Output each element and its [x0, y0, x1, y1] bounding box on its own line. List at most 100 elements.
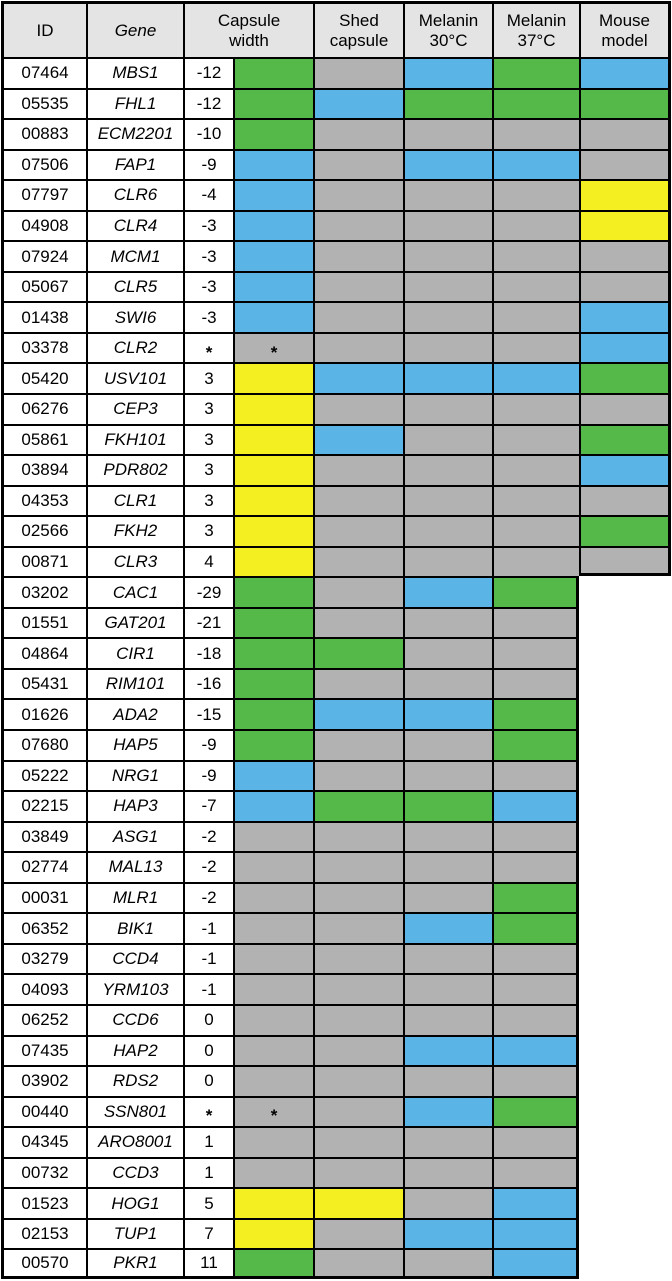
cell-melanin-37: [492, 1126, 579, 1157]
cell-capsule-width-color: *: [233, 1095, 313, 1127]
cell-capsule-width-color: [233, 790, 313, 821]
table-row: 07924 MCM1 -3: [1, 240, 671, 271]
table-row: 00732 CCD3 1: [1, 1156, 671, 1188]
cell-melanin-30: [403, 759, 492, 791]
cell-capsule-width-value: -16: [183, 667, 233, 699]
cell-capsule-width-color: [233, 820, 313, 852]
cell-capsule-width-color: [233, 729, 313, 760]
cell-gene: CLR5: [86, 270, 183, 302]
cell-id: 05067: [1, 270, 86, 302]
cell-melanin-30: [403, 515, 492, 546]
cell-capsule-width-value: 3: [183, 515, 233, 546]
cell-gene: HOG1: [86, 1187, 183, 1218]
cell-gene: MAL13: [86, 851, 183, 882]
cell-capsule-width-value: 0: [183, 1003, 233, 1035]
cell-gene: TUP1: [86, 1217, 183, 1249]
cell-melanin-37: [492, 118, 579, 149]
cell-mouse-model: [579, 331, 671, 363]
cell-capsule-width-color: [233, 1187, 313, 1218]
cell-melanin-37: [492, 637, 579, 668]
cell-id: 05222: [1, 759, 86, 791]
cell-id: 07506: [1, 148, 86, 180]
col-header-gene: Gene: [86, 1, 183, 57]
cell-melanin-30: [403, 942, 492, 974]
cell-id: 00440: [1, 1095, 86, 1127]
cell-melanin-30: [403, 1217, 492, 1249]
cell-capsule-width-value: 7: [183, 1217, 233, 1249]
cell-melanin-30: [403, 1248, 492, 1279]
table-row: 05420 USV101 3: [1, 362, 671, 394]
cell-capsule-width-value: -1: [183, 973, 233, 1004]
cell-shed-capsule: [313, 851, 403, 882]
cell-capsule-width-value: 3: [183, 362, 233, 394]
cell-shed-capsule: [313, 698, 403, 730]
cell-id: 05535: [1, 87, 86, 119]
cell-capsule-width-value: *: [183, 331, 233, 363]
cell-id: 04345: [1, 1126, 86, 1157]
cell-melanin-30: [403, 1095, 492, 1127]
cell-shed-capsule: [313, 545, 403, 577]
cell-melanin-30: [403, 912, 492, 943]
cell-mouse-model: [579, 545, 671, 577]
cell-melanin-37: [492, 942, 579, 974]
cell-gene: ARO8001: [86, 1126, 183, 1157]
cell-melanin-37: [492, 1034, 579, 1066]
cell-id: 04353: [1, 484, 86, 516]
table-row: 04864 CIR1 -18: [1, 637, 671, 668]
table-row: 01626 ADA2 -15: [1, 698, 671, 730]
cell-capsule-width-color: [233, 454, 313, 485]
cell-gene: MBS1: [86, 57, 183, 88]
cell-id: 01523: [1, 1187, 86, 1218]
cell-id: 04908: [1, 209, 86, 241]
table-row: 05535 FHL1 -12: [1, 87, 671, 119]
cell-gene: USV101: [86, 362, 183, 394]
table-row: 07435 HAP2 0: [1, 1034, 671, 1066]
cell-shed-capsule: [313, 759, 403, 791]
cell-melanin-30: [403, 179, 492, 210]
cell-melanin-30: [403, 57, 492, 88]
cell-capsule-width-value: -4: [183, 179, 233, 210]
cell-melanin-37: [492, 820, 579, 852]
cell-id: 01438: [1, 301, 86, 332]
cell-melanin-37: [492, 301, 579, 332]
table-row: 04908 CLR4 -3: [1, 209, 671, 241]
cell-melanin-30: [403, 1156, 492, 1188]
cell-capsule-width-value: -12: [183, 57, 233, 88]
table-row: 02215 HAP3 -7: [1, 790, 671, 821]
cell-capsule-width-color: [233, 973, 313, 1004]
cell-id: 00883: [1, 118, 86, 149]
cell-melanin-30: [403, 545, 492, 577]
col-header-capsule-width: Capsule width: [183, 1, 313, 57]
table-row: 05431 RIM101 -16: [1, 667, 671, 699]
cell-capsule-width-value: -2: [183, 820, 233, 852]
cell-id: 04093: [1, 973, 86, 1004]
cell-gene: FKH101: [86, 423, 183, 455]
table-row: 03894 PDR802 3: [1, 454, 671, 485]
table-row: 01523 HOG1 5: [1, 1187, 671, 1218]
cell-melanin-30: [403, 698, 492, 730]
cell-capsule-width-color: [233, 87, 313, 119]
cell-shed-capsule: [313, 729, 403, 760]
cell-id: 04864: [1, 637, 86, 668]
table-row: 03202 CAC1 -29: [1, 576, 671, 607]
cell-gene: SWI6: [86, 301, 183, 332]
cell-id: 05420: [1, 362, 86, 394]
cell-mouse-model: [579, 57, 671, 88]
col-header-melanin-30: Melanin 30°C: [403, 1, 492, 57]
cell-melanin-30: [403, 790, 492, 821]
cell-capsule-width-color: [233, 209, 313, 241]
cell-shed-capsule: [313, 484, 403, 516]
cell-capsule-width-value: -3: [183, 240, 233, 271]
cell-melanin-30: [403, 118, 492, 149]
cell-capsule-width-value: 0: [183, 1034, 233, 1066]
cell-melanin-30: [403, 270, 492, 302]
cell-capsule-width-color: [233, 606, 313, 638]
cell-shed-capsule: [313, 1187, 403, 1218]
cell-mouse-model: [579, 270, 671, 302]
cell-capsule-width-color: [233, 942, 313, 974]
cell-capsule-width-color: [233, 1156, 313, 1188]
cell-capsule-width-value: 1: [183, 1156, 233, 1188]
cell-mouse-model: [579, 423, 671, 455]
cell-melanin-37: [492, 576, 579, 607]
table-row: 03902 RDS2 0: [1, 1065, 671, 1096]
